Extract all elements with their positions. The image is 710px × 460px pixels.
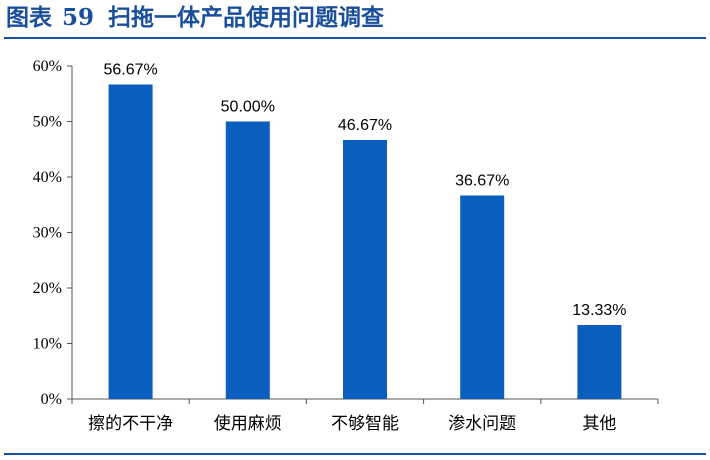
category-label: 不够智能 xyxy=(331,414,399,434)
y-tick-label: 50% xyxy=(33,114,62,131)
bar xyxy=(225,121,270,399)
data-label: 46.67% xyxy=(338,117,392,134)
y-tick-label: 30% xyxy=(33,225,62,242)
bar xyxy=(577,325,622,399)
y-tick-label: 40% xyxy=(33,169,62,186)
figure-number: 59 xyxy=(62,4,95,31)
y-tick-label: 0% xyxy=(41,391,62,408)
category-label: 其他 xyxy=(582,414,616,434)
bar xyxy=(460,195,505,399)
y-tick-label: 20% xyxy=(33,280,62,297)
bottom-rule xyxy=(4,453,706,455)
bar xyxy=(343,139,387,399)
data-label: 56.67% xyxy=(103,61,157,78)
figure-title: 图表 59 扫拖一体产品使用问题调查 xyxy=(6,2,384,34)
y-axis: 0% 10% 20% 30% 40% 50% 60% xyxy=(33,58,73,408)
figure-label: 图表 xyxy=(6,4,52,31)
data-label: 13.33% xyxy=(572,302,626,319)
bar xyxy=(108,84,153,399)
y-tick-label: 10% xyxy=(33,336,62,353)
y-tick-label: 60% xyxy=(33,58,62,75)
category-label: 擦的不干净 xyxy=(88,414,173,434)
data-label: 36.67% xyxy=(455,172,509,189)
top-rule xyxy=(4,37,706,39)
category-label: 渗水问题 xyxy=(448,414,516,434)
data-label: 50.00% xyxy=(221,99,275,116)
figure-title-text: 扫拖一体产品使用问题调查 xyxy=(108,4,385,31)
bar-series xyxy=(108,84,622,399)
x-axis: 擦的不干净 使用麻烦 不够智能 渗水问题 其他 xyxy=(71,398,659,434)
category-label: 使用麻烦 xyxy=(214,413,282,434)
data-labels: 56.67% 50.00% 46.67% 36.67% 13.33% xyxy=(103,61,626,319)
